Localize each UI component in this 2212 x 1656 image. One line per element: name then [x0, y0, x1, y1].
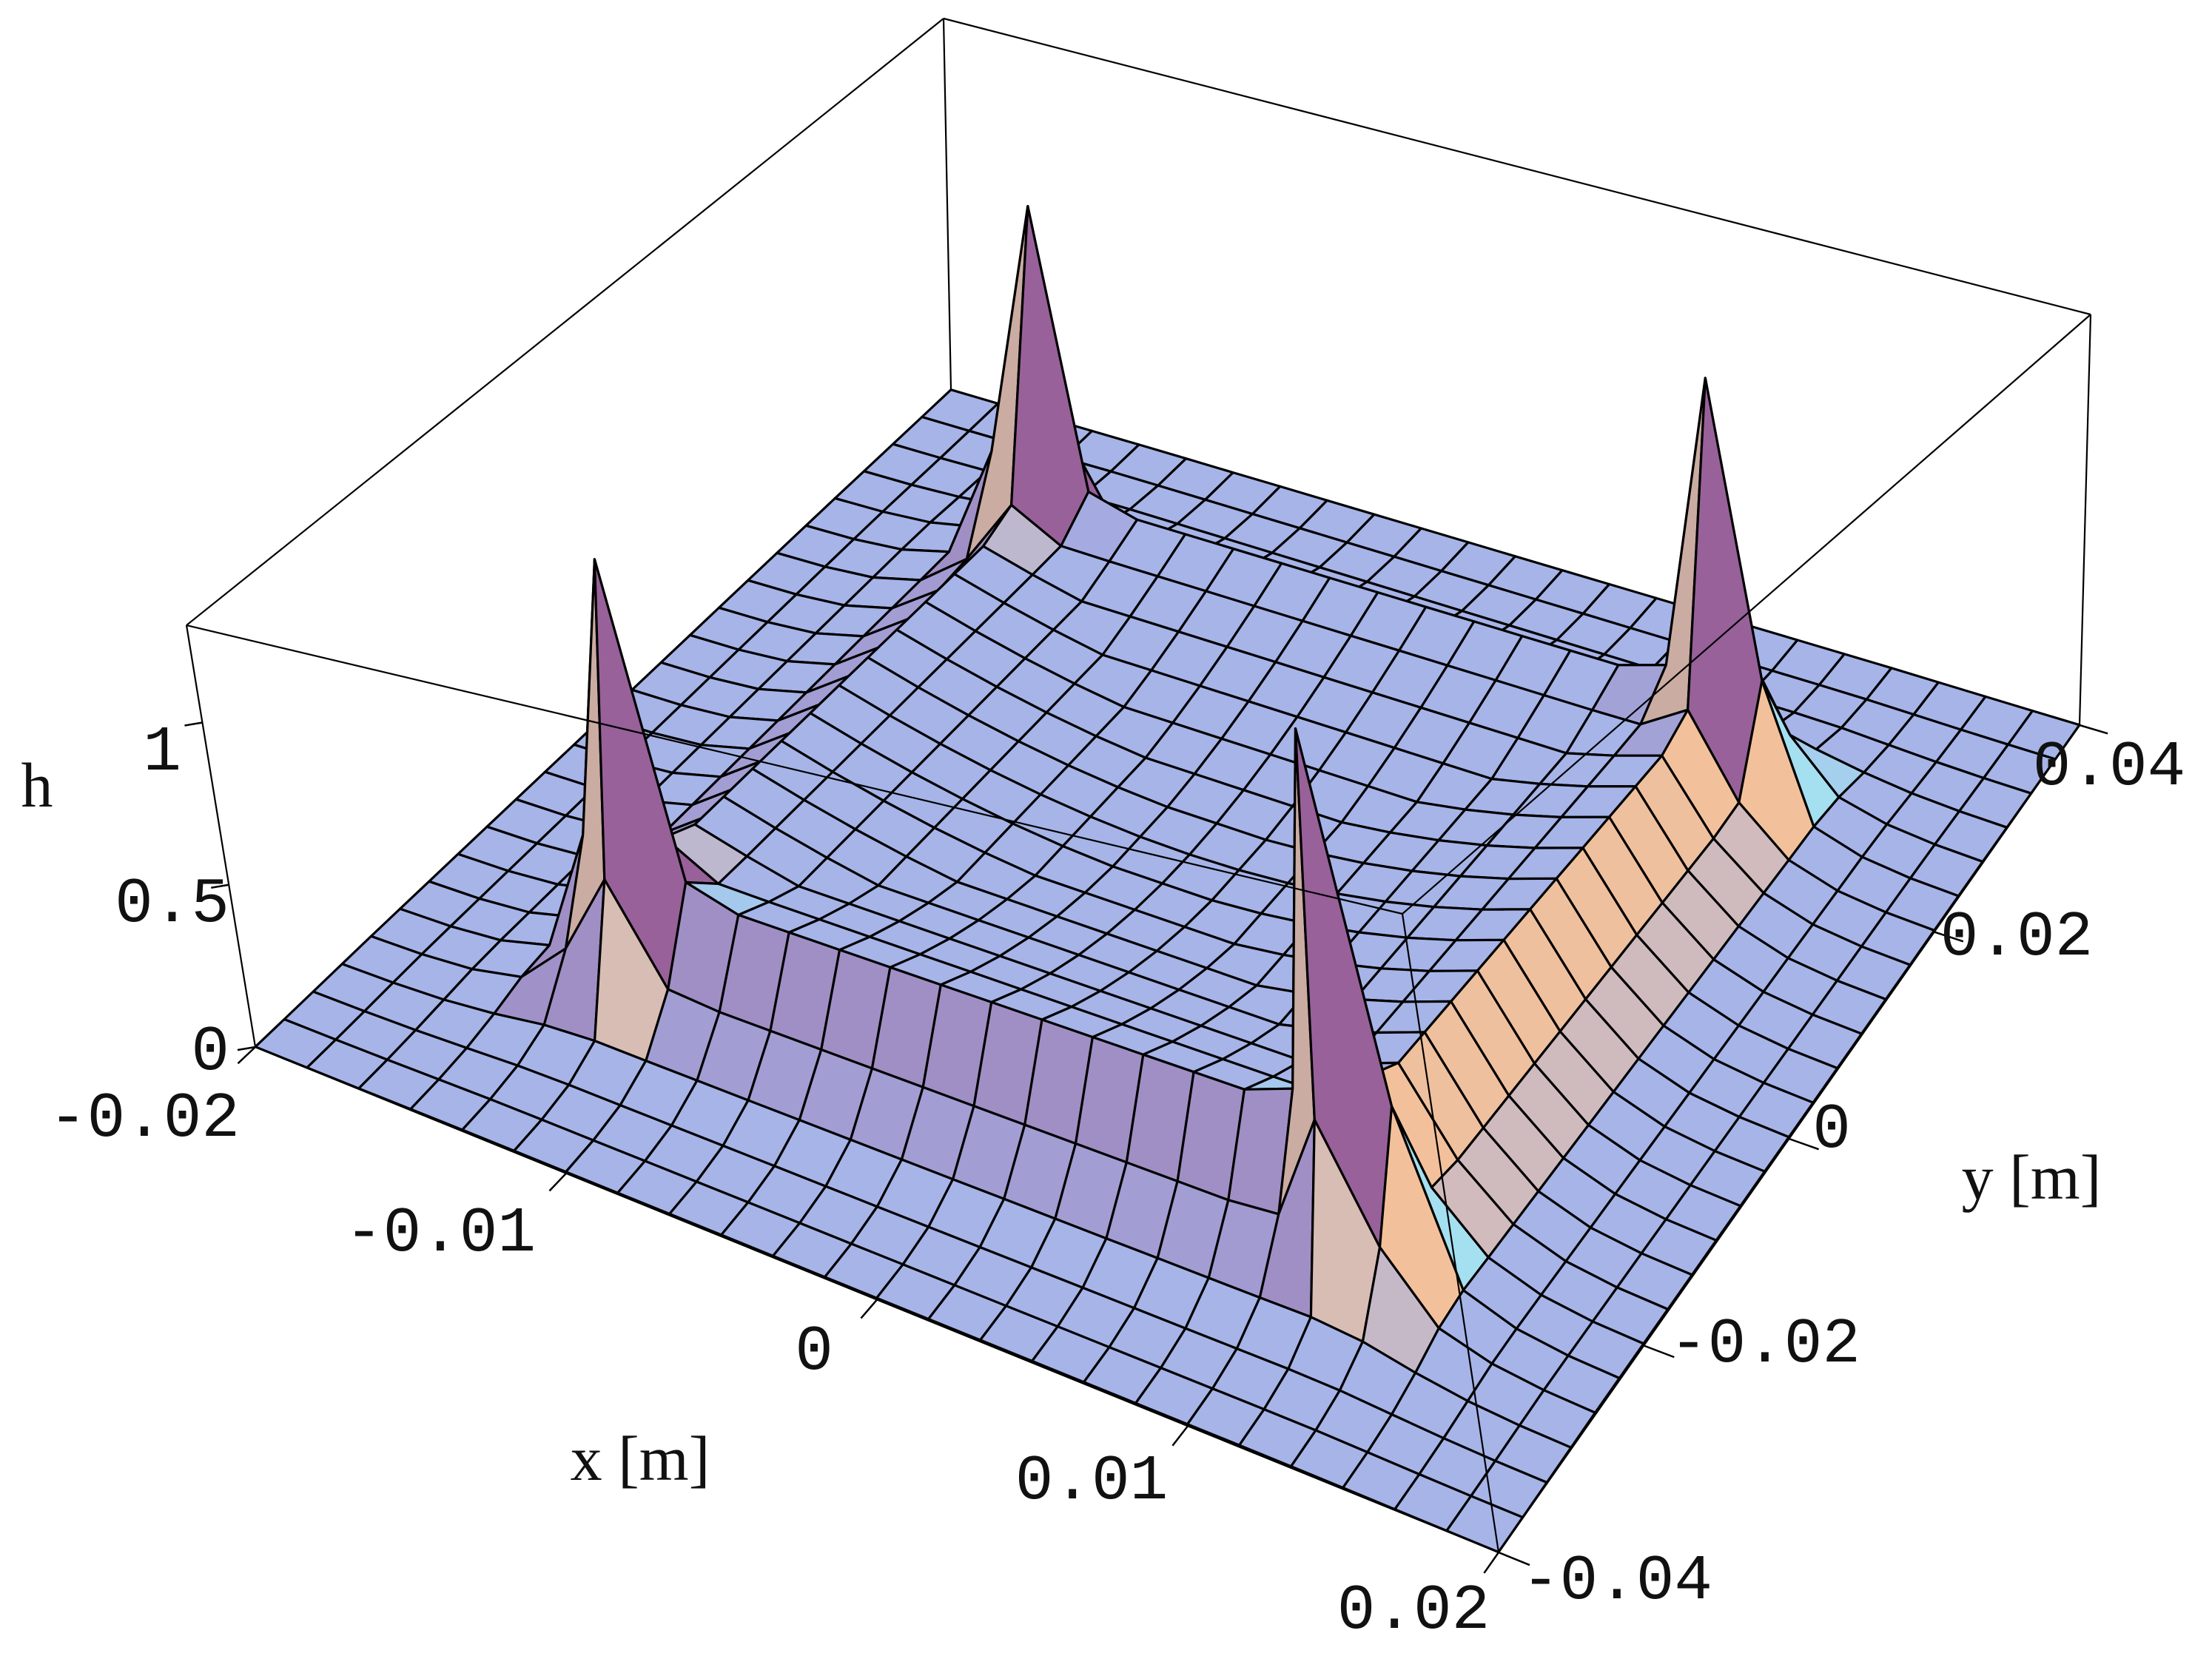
- surface-mesh: [254, 205, 2081, 1554]
- y-tick: [2079, 724, 2108, 735]
- x-tick-label: -0.02: [49, 1083, 240, 1155]
- box-edge: [1402, 314, 2091, 915]
- z-tick-label: 1: [143, 716, 181, 789]
- z-tick: [184, 721, 203, 727]
- x-tick: [860, 1299, 878, 1319]
- box-edge: [943, 17, 2091, 316]
- y-tick: [1789, 1137, 1819, 1151]
- y-tick-label: -0.02: [1670, 1308, 1860, 1381]
- x-tick: [548, 1172, 567, 1192]
- y-axis-tick-labels: -0.04 -0.02 0 0.02 0.04: [1522, 731, 2185, 1618]
- x-tick: [237, 1046, 256, 1065]
- z-axis-label: h: [21, 750, 53, 821]
- z-tick: [237, 1046, 256, 1051]
- box-edge: [2078, 314, 2092, 726]
- z-tick-label: 0: [191, 1016, 229, 1088]
- y-tick: [1934, 931, 1964, 943]
- y-tick: [1643, 1344, 1675, 1359]
- box-edge: [185, 625, 257, 1048]
- y-tick-label: -0.04: [1522, 1545, 1712, 1618]
- z-tick: [211, 883, 229, 889]
- y-tick: [1498, 1551, 1530, 1566]
- x-tick-label: 0: [795, 1316, 833, 1388]
- z-axis-tick-labels: 0 0.5 1: [115, 716, 229, 1088]
- x-axis-label: x [m]: [571, 1423, 710, 1494]
- box-edge: [186, 624, 1403, 915]
- x-tick-label: -0.01: [345, 1197, 536, 1270]
- x-tick: [1171, 1425, 1189, 1447]
- axis-tick-marks: [184, 721, 2108, 1574]
- box-edge: [186, 18, 944, 626]
- y-tick-label: 0: [1812, 1094, 1851, 1166]
- x-tick: [1483, 1552, 1500, 1574]
- x-axis-tick-labels: -0.02 -0.01 0 0.01 0.02: [49, 1083, 1490, 1647]
- x-tick-label: 0.02: [1337, 1575, 1490, 1647]
- y-tick-label: 0.02: [1940, 901, 2093, 974]
- box-edge: [1401, 913, 1500, 1553]
- z-tick-label: 0.5: [115, 868, 229, 940]
- box-edge: [942, 18, 952, 391]
- y-tick-label: 0.04: [2033, 731, 2185, 804]
- y-axis-label: y [m]: [1962, 1142, 2102, 1213]
- x-tick-label: 0.01: [1015, 1445, 1168, 1518]
